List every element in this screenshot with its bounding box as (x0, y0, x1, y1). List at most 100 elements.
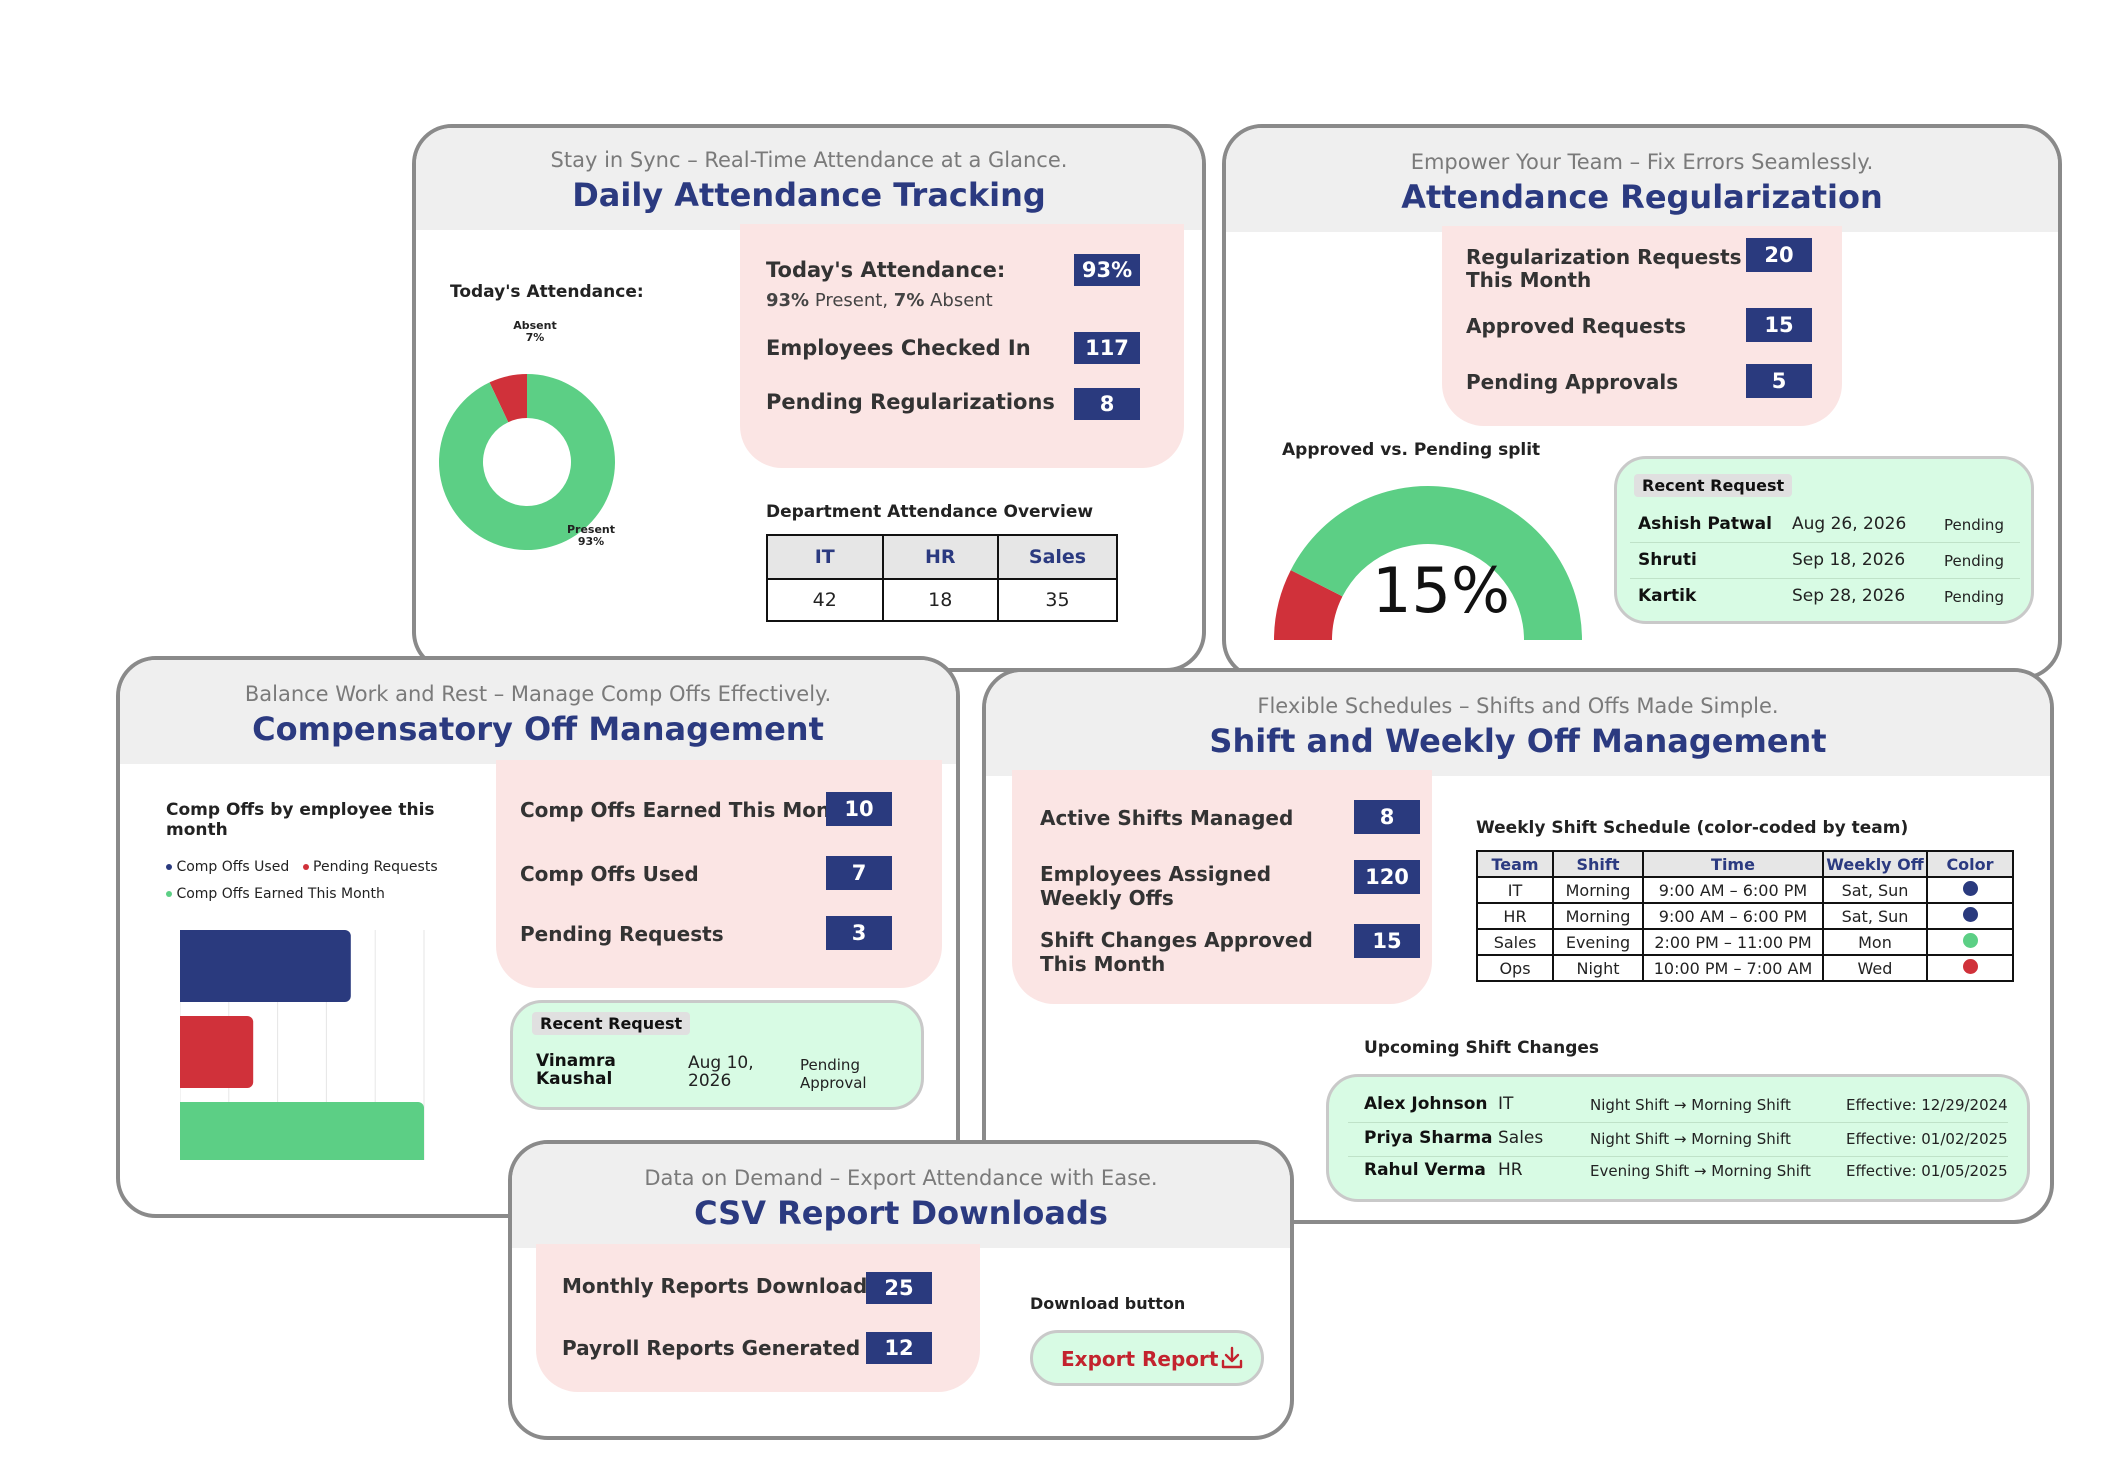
regularization-requests-badge: 20 (1746, 238, 1812, 272)
bar-2 (170, 1102, 424, 1160)
daily-title: Daily Attendance Tracking (572, 176, 1046, 214)
compoff-title: Compensatory Off Management (252, 710, 824, 748)
donut-absent-percent: 7% (525, 331, 545, 344)
export-report-button[interactable]: Export Report (1030, 1330, 1264, 1386)
payroll-reports-badge: 12 (866, 1332, 932, 1364)
recent-status-1: Pending (1944, 516, 2004, 534)
attendance-donut-chart: Absent 7% (439, 374, 615, 550)
upcoming-effective: Effective: 01/05/2025 (1846, 1162, 2008, 1180)
csv-stats-panel (536, 1244, 980, 1392)
upcoming-change: Night Shift → Morning Shift (1590, 1096, 1791, 1114)
monthly-reports-label: Monthly Reports Downloaded (562, 1274, 896, 1298)
recent-date-3: Sep 28, 2026 (1792, 586, 1906, 606)
compoff-legend: Comp Offs Used Pending Requests Comp Off… (166, 854, 476, 908)
approved-requests-badge: 15 (1746, 308, 1812, 342)
shift-changes-badge: 15 (1354, 924, 1420, 958)
active-shifts-label: Active Shifts Managed (1040, 806, 1294, 830)
schedule-row: IT Morning 9:00 AM – 6:00 PM Sat, Sun (1476, 876, 2014, 904)
team-color-dot (1962, 932, 1978, 948)
pending-approvals-label: Pending Approvals (1466, 370, 1679, 394)
recent-status-2: Pending (1944, 552, 2004, 570)
dept-value-row: 42 18 35 (766, 578, 1118, 622)
upcoming-effective: Effective: 12/29/2024 (1846, 1096, 2008, 1114)
regularization-recent-title: Recent Request (1634, 474, 1793, 497)
regularization-requests-line1: Regularization Requests (1466, 245, 1742, 269)
assigned-offs-line2: Weekly Offs (1040, 886, 1174, 910)
recent-divider-2 (1630, 578, 2020, 579)
recent-status-3: Pending (1944, 588, 2004, 606)
compoff-recent-date: Aug 10, 2026 (688, 1054, 754, 1090)
schedule-color (1926, 954, 2014, 982)
schedule-team: Sales (1476, 928, 1554, 956)
payroll-reports-label: Payroll Reports Generated (562, 1336, 861, 1360)
donut-present-name: Present (566, 523, 616, 536)
active-shifts-badge: 8 (1354, 800, 1420, 834)
present-percent: 93% (766, 290, 810, 311)
dept-overview-title: Department Attendance Overview (766, 502, 1094, 522)
schedule-row: Sales Evening 2:00 PM – 11:00 PM Mon (1476, 928, 2014, 956)
legend-pending-label: Pending Requests (313, 859, 438, 875)
legend-pending-dot (302, 864, 309, 870)
regularization-tagline: Empower Your Team – Fix Errors Seamlessl… (1410, 150, 1874, 174)
compoff-chart-title-line1: Comp Offs by employee this (166, 800, 435, 820)
compoff-recent-status: Pending Approval (800, 1056, 867, 1092)
daily-attendance-header: Stay in Sync – Real-Time Attendance at a… (416, 128, 1202, 230)
schedule-team: Ops (1476, 954, 1554, 982)
recent-date-1: Aug 26, 2026 (1792, 514, 1907, 534)
schedule-header-time: Time (1642, 850, 1824, 878)
checked-in-badge: 117 (1074, 332, 1140, 364)
schedule-team: HR (1476, 902, 1554, 930)
gauge-percent: 15% (1372, 554, 1510, 627)
team-color-dot (1962, 958, 1978, 974)
bar-1 (170, 1016, 254, 1088)
bar-0 (170, 930, 351, 1002)
schedule-team: IT (1476, 876, 1554, 904)
upcoming-effective: Effective: 01/02/2025 (1846, 1130, 2008, 1148)
regularization-title: Attendance Regularization (1401, 178, 1883, 216)
schedule-time: 2:00 PM – 11:00 PM (1642, 928, 1824, 956)
dept-header-hr: HR (881, 534, 999, 580)
present-text: Present, (809, 290, 894, 311)
todays-attendance-label: Today's Attendance: (766, 258, 1006, 282)
comp-earned-label: Comp Offs Earned This Month (520, 798, 854, 822)
compoff-recent-title: Recent Request (532, 1012, 691, 1035)
daily-attendance-card: Stay in Sync – Real-Time Attendance at a… (412, 124, 1206, 672)
absent-percent: 7% (893, 290, 925, 311)
compoff-recent-date-2: 2026 (688, 1071, 732, 1091)
donut-slice-present (439, 374, 615, 550)
schedule-off: Sat, Sun (1822, 902, 1928, 930)
schedule-header-shift: Shift (1552, 850, 1644, 878)
compoff-recent-date-1: Aug 10, (688, 1053, 754, 1073)
recent-date-2: Sep 18, 2026 (1792, 550, 1906, 570)
dept-value-sales: 35 (997, 578, 1118, 622)
shift-card: Flexible Schedules – Shifts and Offs Mad… (982, 668, 2054, 1224)
compoff-bar-chart: 0246810 (170, 930, 425, 1160)
regularization-requests-label: Regularization Requests This Month (1466, 246, 1742, 292)
checked-in-label: Employees Checked In (766, 336, 1031, 360)
dept-value-it: 42 (766, 578, 884, 622)
pending-regularizations-label: Pending Regularizations (766, 390, 1055, 414)
regularization-recent-panel (1614, 456, 2034, 624)
upcoming-dept: Sales (1498, 1128, 1544, 1148)
upcoming-dept: IT (1498, 1094, 1514, 1114)
schedule-row: Ops Night 10:00 PM – 7:00 AM Wed (1476, 954, 2014, 982)
legend-earned-label: Comp Offs Earned This Month (176, 886, 385, 902)
assigned-offs-badge: 120 (1354, 860, 1420, 894)
schedule-header-row: Team Shift Time Weekly Off Color (1476, 850, 2014, 878)
upcoming-divider (1348, 1122, 2008, 1123)
daily-tagline: Stay in Sync – Real-Time Attendance at a… (550, 148, 1068, 172)
compoff-recent-status-1: Pending (800, 1056, 860, 1074)
compoff-recent-name-2: Kaushal (536, 1069, 613, 1089)
schedule-time: 10:00 PM – 7:00 AM (1642, 954, 1824, 982)
absent-text: Absent (924, 290, 993, 311)
donut-present-pct: 93% (577, 535, 605, 548)
csv-tagline: Data on Demand – Export Attendance with … (644, 1166, 1158, 1190)
compoff-recent-name: Vinamra Kaushal (536, 1052, 616, 1088)
legend-used-dot (166, 864, 172, 870)
donut-chart-title: Today's Attendance: (450, 282, 644, 302)
gauge-segment-approved (1290, 485, 1582, 640)
donut-present-label: Present 93% (556, 524, 626, 548)
donut-slice-absent (489, 374, 527, 423)
weekly-schedule-table: Team Shift Time Weekly Off Color IT Morni… (1476, 850, 2014, 982)
compoff-tagline: Balance Work and Rest – Manage Comp Offs… (244, 682, 832, 706)
